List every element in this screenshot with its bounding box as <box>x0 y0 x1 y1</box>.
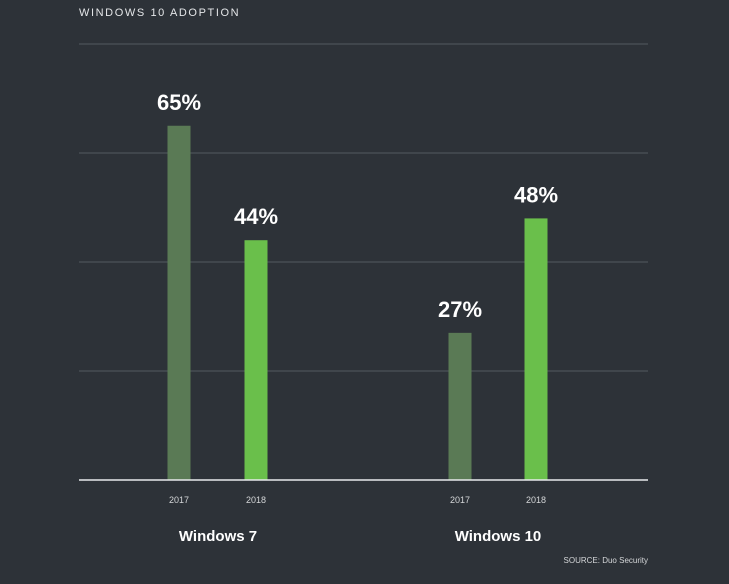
x-tick-label: 2018 <box>526 495 546 505</box>
source-note: SOURCE: Duo Security <box>563 556 648 565</box>
bar-windows-10-2017 <box>448 332 472 480</box>
data-label: 44% <box>234 204 278 229</box>
bar-windows-7-2018 <box>244 240 268 480</box>
data-label: 48% <box>514 182 558 207</box>
bar-windows-10-2018 <box>524 218 548 480</box>
bar-windows-7-2017 <box>167 125 191 480</box>
x-tick-label: 2018 <box>246 495 266 505</box>
group-label: Windows 7 <box>179 528 257 545</box>
data-label: 65% <box>157 90 201 115</box>
x-tick-label: 2017 <box>169 495 189 505</box>
data-label: 27% <box>438 297 482 322</box>
chart-title: WINDOWS 10 ADOPTION <box>79 7 241 19</box>
x-tick-label: 2017 <box>450 495 470 505</box>
group-label: Windows 10 <box>455 528 542 545</box>
